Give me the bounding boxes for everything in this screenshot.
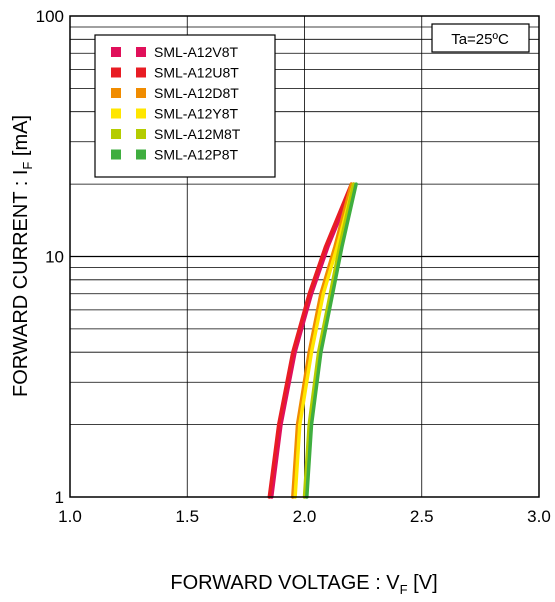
annotation-text: Ta=25ºC [451, 31, 509, 48]
legend-swatch [111, 67, 121, 78]
x-tick-label: 1.5 [175, 507, 199, 526]
legend-label: SML-A12P8T [154, 147, 238, 163]
y-tick-label: 1 [55, 488, 64, 507]
legend-swatch [136, 108, 146, 119]
series-line [269, 182, 356, 499]
legend: SML-A12V8T SML-A12U8T SML-A12D8T SML-A12Y8T… [94, 34, 276, 178]
series-line [302, 182, 356, 499]
legend-swatch [111, 129, 121, 139]
series-line [291, 182, 354, 499]
legend-label: SML-A12Y8T [154, 106, 238, 122]
grid [70, 16, 539, 497]
legend-swatch [111, 149, 121, 160]
legend-box [94, 34, 276, 178]
x-tick-label: 2.5 [410, 507, 434, 526]
series-line [305, 182, 358, 499]
legend-swatch [136, 149, 146, 160]
series-line [293, 182, 356, 499]
legend-label: SML-A12D8T [154, 85, 239, 101]
legend-swatch [136, 47, 146, 57]
x-tick-label: 3.0 [527, 507, 551, 526]
tick-labels: 1.0 1.5 2.0 2.5 3.0 1 10 100 [36, 7, 551, 526]
series-lines [267, 182, 358, 499]
plot-frame [69, 15, 540, 498]
legend-swatch [111, 88, 121, 98]
series-line [267, 182, 354, 499]
legend-label: SML-A12U8T [154, 65, 239, 81]
annotation-box [431, 23, 530, 53]
legend-label: SML-A12M8T [154, 126, 241, 142]
legend-swatch [111, 108, 121, 119]
x-tick-label: 1.0 [58, 507, 82, 526]
x-tick-label: 2.0 [293, 507, 317, 526]
legend-swatch [136, 129, 146, 139]
legend-swatch [111, 47, 121, 57]
y-tick-label: 10 [45, 248, 64, 267]
legend-label: SML-A12V8T [154, 44, 238, 60]
y-tick-label: 100 [36, 7, 64, 26]
x-axis-title: FORWARD VOLTAGE : VF [V] [170, 572, 437, 597]
legend-swatch [136, 67, 146, 78]
legend-swatch [136, 88, 146, 98]
condition-annotation: Ta=25ºC [431, 23, 530, 53]
y-axis-title: FORWARD CURRENT : IF [mA] [10, 115, 35, 397]
